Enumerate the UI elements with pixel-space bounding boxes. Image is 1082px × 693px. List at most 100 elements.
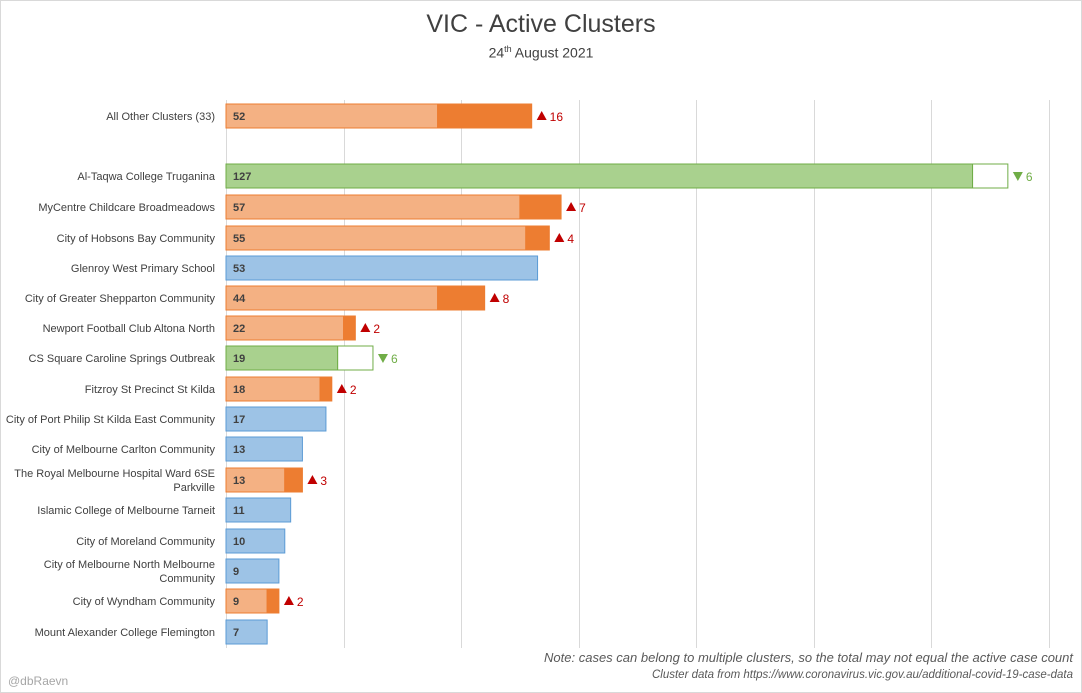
- value-label: 127: [233, 171, 251, 183]
- category-label-line: Al-Taqwa College Truganina: [77, 171, 215, 183]
- bar-increase: [437, 103, 533, 129]
- value-label: 19: [233, 353, 245, 365]
- category-label: Newport Football Club Altona North: [43, 323, 215, 335]
- category-label: City of Melbourne North Melbourne Communi…: [44, 559, 216, 585]
- category-label-line: City of Melbourne North Melbourne: [44, 559, 215, 571]
- value-label: 7: [233, 627, 239, 639]
- category-label-line: All Other Clusters (33): [106, 111, 215, 123]
- value-label: 52: [233, 111, 245, 123]
- change-label: 2: [350, 383, 357, 397]
- value-label: 9: [233, 566, 239, 578]
- category-label-line: Glenroy West Primary School: [71, 263, 215, 275]
- value-label: 53: [233, 263, 245, 275]
- change-label: 16: [550, 110, 564, 124]
- category-label-line: Parkville: [173, 482, 215, 494]
- value-label: 9: [233, 596, 239, 608]
- bar-current: [225, 497, 292, 523]
- category-label: Glenroy West Primary School: [71, 263, 215, 275]
- bar-increase: [266, 588, 280, 614]
- down-triangle-icon: [377, 354, 388, 363]
- value-label: 13: [233, 444, 245, 456]
- bar-previous: [225, 225, 527, 251]
- up-triangle-icon: [283, 596, 294, 605]
- chart-subtitle: 24th August 2021: [0, 44, 1082, 61]
- category-label-line: Fitzroy St Precinct St Kilda: [85, 384, 216, 396]
- bar-increase: [519, 194, 562, 220]
- change-label: 6: [1026, 170, 1033, 184]
- change-label: 3: [320, 474, 327, 488]
- value-label: 44: [233, 293, 246, 305]
- subtitle-month-year: August 2021: [511, 44, 594, 61]
- value-label: 57: [233, 202, 245, 214]
- category-label: Fitzroy St Precinct St Kilda: [85, 384, 216, 396]
- bar-decrease: [972, 163, 1009, 189]
- category-label: Mount Alexander College Flemington: [35, 627, 215, 639]
- subtitle-day: 24: [488, 44, 505, 61]
- change-label: 2: [373, 322, 380, 336]
- category-label-line: City of Moreland Community: [76, 536, 215, 548]
- category-label: Al-Taqwa College Truganina: [77, 171, 215, 183]
- change-label: 8: [503, 292, 510, 306]
- chart-title: VIC - Active Clusters: [426, 10, 656, 38]
- category-label: The Royal Melbourne Hospital Ward 6SE Par…: [14, 468, 215, 494]
- category-label-line: The Royal Melbourne Hospital Ward 6SE: [14, 468, 215, 480]
- category-label-line: MyCentre Childcare Broadmeadows: [38, 202, 215, 214]
- category-label-line: Islamic College of Melbourne Tarneit: [37, 505, 215, 517]
- change-label: 4: [567, 232, 574, 246]
- bar-increase: [284, 467, 303, 493]
- category-label: All Other Clusters (33): [106, 111, 215, 123]
- author-credit: @dbRaevn: [8, 674, 69, 688]
- data-source: Cluster data from https://www.coronaviru…: [651, 669, 1073, 681]
- category-label-line: City of Port Philip St Kilda East Commun…: [6, 414, 216, 426]
- category-label-line: City of Wyndham Community: [73, 596, 216, 608]
- bar-previous: [225, 467, 286, 493]
- value-label: 11: [233, 505, 245, 517]
- up-triangle-icon: [566, 202, 577, 211]
- bar-current: [225, 436, 303, 462]
- category-label-line: Newport Football Club Altona North: [43, 323, 215, 335]
- value-label: 17: [233, 414, 245, 426]
- category-label: MyCentre Childcare Broadmeadows: [38, 202, 215, 214]
- value-label: 18: [233, 384, 245, 396]
- up-triangle-icon: [536, 111, 547, 120]
- change-label: 2: [297, 595, 304, 609]
- bar-previous: [225, 103, 439, 129]
- value-label: 22: [233, 323, 245, 335]
- bar-current: [225, 345, 339, 371]
- change-label: 7: [579, 201, 586, 215]
- up-triangle-icon: [554, 233, 565, 242]
- category-label-line: City of Greater Shepparton Community: [25, 293, 216, 305]
- bar-current: [225, 255, 539, 281]
- bar-previous: [225, 376, 321, 402]
- category-label: City of Port Philip St Kilda East Commun…: [6, 414, 216, 426]
- category-label-line: CS Square Caroline Springs Outbreak: [29, 353, 216, 365]
- bar-current: [225, 528, 286, 554]
- bar-previous: [225, 588, 268, 614]
- value-label: 10: [233, 536, 245, 548]
- down-triangle-icon: [1012, 172, 1023, 181]
- category-label: City of Greater Shepparton Community: [25, 293, 216, 305]
- category-label-line: City of Melbourne Carlton Community: [32, 444, 216, 456]
- category-label: City of Moreland Community: [76, 536, 215, 548]
- bar-previous: [225, 194, 521, 220]
- bar-current: [225, 406, 327, 432]
- bar-increase: [525, 225, 550, 251]
- category-label: City of Hobsons Bay Community: [57, 233, 216, 245]
- bar-previous: [225, 315, 345, 341]
- category-label-line: Mount Alexander College Flemington: [35, 627, 215, 639]
- category-label: City of Wyndham Community: [73, 596, 216, 608]
- value-label: 13: [233, 475, 245, 487]
- bar-increase: [319, 376, 333, 402]
- change-label: 6: [391, 352, 398, 366]
- chart-note: Note: cases can belong to multiple clust…: [544, 650, 1073, 665]
- subtitle-ordinal: th: [504, 44, 512, 54]
- bar-decrease: [337, 345, 374, 371]
- category-label: Islamic College of Melbourne Tarneit: [37, 505, 215, 517]
- bar-increase: [343, 315, 356, 341]
- category-label-line: Community: [159, 573, 215, 585]
- bar-current: [225, 619, 268, 645]
- category-label: City of Melbourne Carlton Community: [32, 444, 216, 456]
- bar-current: [225, 558, 280, 584]
- up-triangle-icon: [307, 475, 318, 484]
